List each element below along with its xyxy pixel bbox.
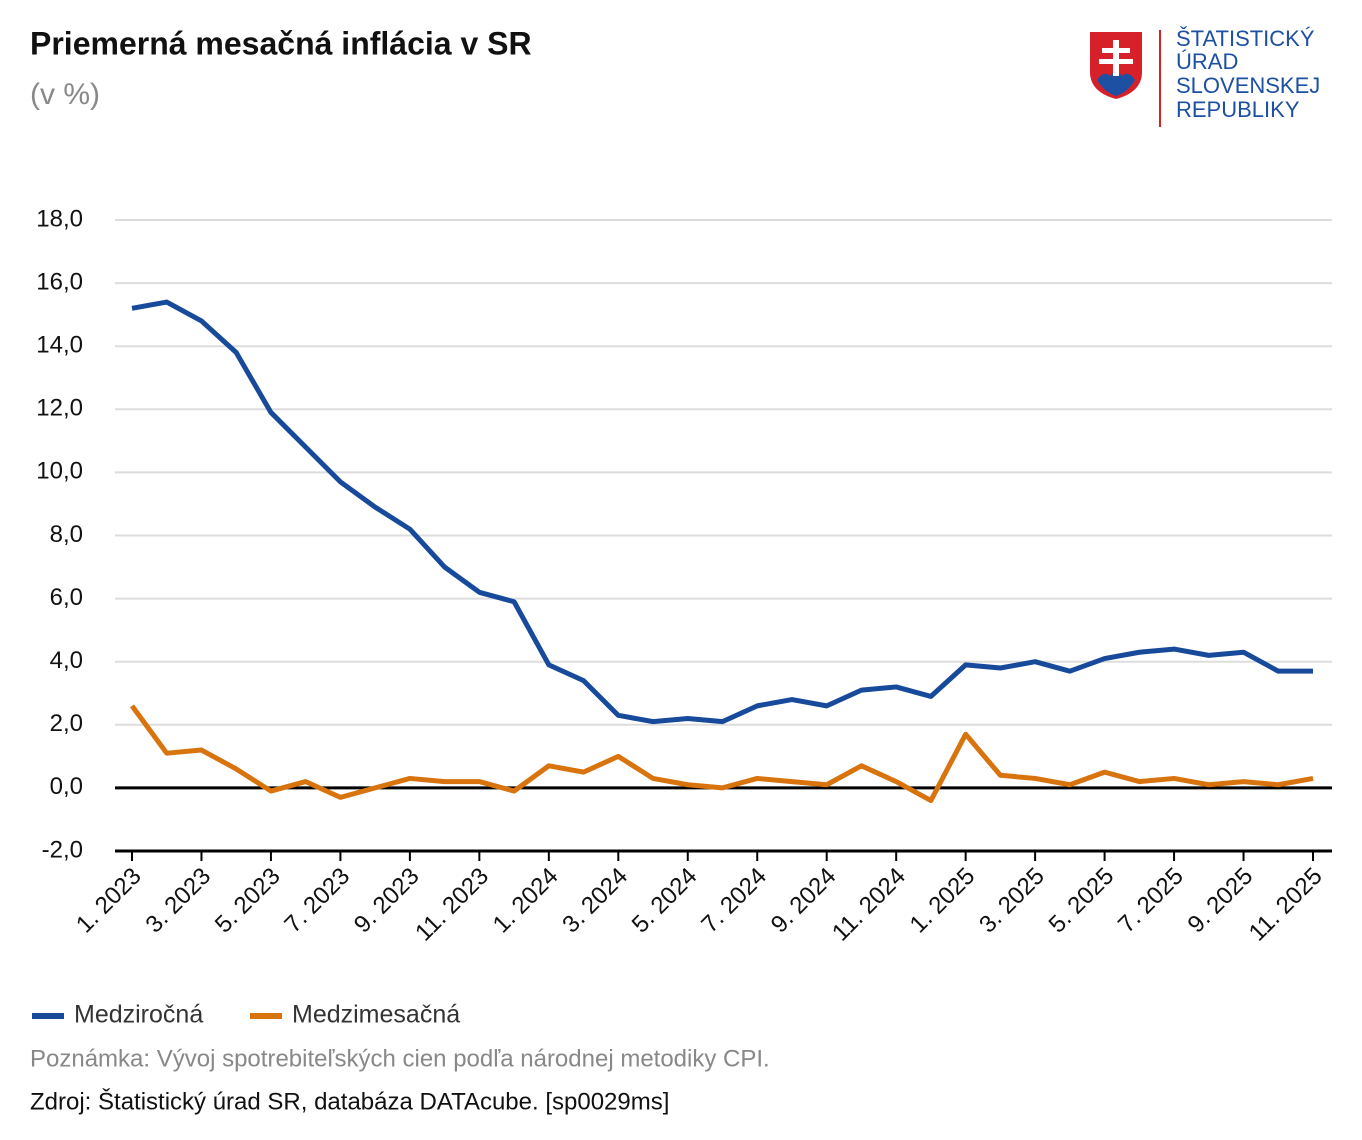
x-tick-label: 5. 2025	[1044, 863, 1120, 939]
x-tick-label: 7. 2024	[696, 863, 772, 939]
series-line	[131, 299, 1313, 725]
chart-title: Priemerná mesačná inflácia v SR	[30, 25, 532, 61]
x-tick-label: 1. 2025	[905, 863, 981, 939]
y-tick-label: 8,0	[50, 521, 83, 548]
logo: ŠTATISTICKÝ ÚRAD SLOVENSKEJ REPUBLIKY	[1090, 26, 1320, 127]
x-tick-label: 3. 2024	[557, 863, 633, 939]
y-tick-label: 18,0	[36, 205, 83, 232]
y-tick-label: -2,0	[42, 836, 83, 863]
y-tick-label: 16,0	[36, 268, 83, 295]
source: Zdroj: Štatistický úrad SR, databáza DAT…	[30, 1087, 669, 1115]
y-tick-label: 14,0	[36, 332, 83, 359]
x-tick-label: 3. 2025	[974, 863, 1050, 939]
x-tick-label: 5. 2024	[627, 863, 703, 939]
y-tick-label: 10,0	[36, 458, 83, 485]
legend-label: Medziročná	[74, 1001, 203, 1029]
x-tick-label: 5. 2023	[210, 863, 286, 939]
note: Poznámka: Vývoj spotrebiteľských cien po…	[30, 1045, 770, 1072]
y-tick-label: 0,0	[50, 773, 83, 800]
legend-label: Medzimesačná	[292, 1001, 460, 1029]
logo-hills	[1097, 72, 1135, 96]
x-tick-label: 11. 2023	[410, 863, 494, 947]
x-tick-label: 1. 2024	[488, 863, 564, 939]
x-tick-label: 3. 2023	[140, 863, 216, 939]
x-tick-label: 7. 2025	[1113, 863, 1189, 939]
logo-text: ŠTATISTICKÝ	[1176, 26, 1315, 51]
y-tick-label: 12,0	[36, 395, 83, 422]
logo-text: ÚRAD	[1176, 49, 1238, 74]
logo-text: SLOVENSKEJ	[1176, 73, 1320, 98]
y-tick-label: 4,0	[50, 647, 83, 674]
y-tick-label: 6,0	[50, 584, 83, 611]
y-tick-label: 2,0	[50, 710, 83, 737]
series-line	[129, 704, 1314, 804]
x-tick-label: 11. 2025	[1244, 863, 1328, 947]
chart-subtitle: (v %)	[30, 78, 100, 111]
x-tick-label: 1. 2023	[71, 863, 147, 939]
x-tick-label: 11. 2024	[827, 863, 911, 947]
x-tick-label: 7. 2023	[279, 863, 355, 939]
logo-cross	[1099, 40, 1133, 76]
logo-text: REPUBLIKY	[1176, 97, 1300, 122]
